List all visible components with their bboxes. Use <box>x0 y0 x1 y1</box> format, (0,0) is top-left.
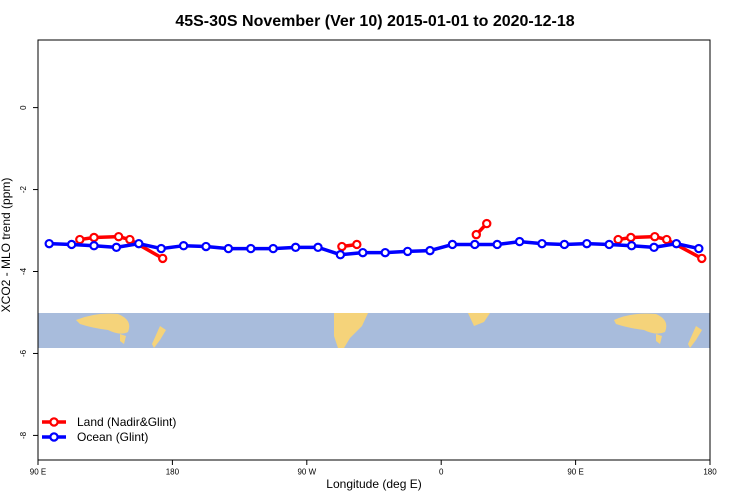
data-point <box>201 241 211 252</box>
data-point <box>335 250 346 260</box>
data-point <box>626 240 637 251</box>
data-point <box>337 241 347 252</box>
data-point <box>649 242 659 253</box>
x-tick-label: 180 <box>166 468 180 477</box>
land-shape <box>614 313 667 334</box>
data-point <box>582 238 592 249</box>
legend-marker <box>49 417 59 427</box>
x-tick-label: 90 E <box>567 468 583 477</box>
data-point <box>89 240 99 251</box>
legend-label: Land (Nadir&Glint) <box>77 415 176 429</box>
data-point <box>313 242 323 253</box>
data-point <box>134 238 144 249</box>
data-point <box>470 239 480 250</box>
ocean-background <box>38 313 710 348</box>
data-point <box>290 242 301 253</box>
land-shape <box>468 313 490 326</box>
data-point <box>178 240 189 251</box>
data-point <box>471 229 481 240</box>
data-point <box>694 243 704 254</box>
land-shape <box>688 326 702 348</box>
data-point <box>352 239 362 250</box>
data-point <box>537 238 547 249</box>
legend-label: Ocean (Glint) <box>77 430 148 444</box>
data-point <box>482 218 492 229</box>
land-shape <box>334 313 368 348</box>
data-point <box>358 247 368 258</box>
data-point <box>604 239 614 250</box>
y-tick-label: -6 <box>19 349 28 357</box>
data-point <box>75 234 85 245</box>
data-point <box>125 234 135 245</box>
y-tick-label: -2 <box>19 185 28 193</box>
x-tick-label: 90 E <box>30 468 46 477</box>
legend: Land (Nadir&Glint)Ocean (Glint) <box>42 415 176 444</box>
map-strip <box>38 313 710 348</box>
data-point <box>425 245 435 256</box>
y-axis-label: XCO2 - MLO trend (ppm) <box>0 178 13 313</box>
land-shape <box>76 313 130 334</box>
land-shape <box>656 334 662 344</box>
data-point <box>650 231 660 242</box>
chart-title: 45S-30S November (Ver 10) 2015-01-01 to … <box>175 13 574 30</box>
legend-marker <box>49 432 59 442</box>
data-point <box>613 234 623 245</box>
data-point <box>223 243 234 254</box>
data-point <box>661 234 672 245</box>
data-point <box>156 243 166 254</box>
data-point <box>66 239 77 250</box>
y-tick-label: 0 <box>19 105 28 110</box>
data-point <box>492 239 502 250</box>
y-tick-label: -8 <box>19 431 28 439</box>
x-tick-label: 0 <box>439 468 444 477</box>
data-point <box>626 232 636 243</box>
data-point <box>111 242 122 253</box>
data-point <box>447 239 458 250</box>
land-shape <box>152 326 166 348</box>
data-point <box>380 247 390 258</box>
data-point <box>246 243 256 254</box>
data-point <box>697 253 707 264</box>
data-point <box>559 239 570 250</box>
x-axis-label: Longitude (deg E) <box>326 477 421 491</box>
data-point <box>514 236 525 247</box>
plot-frame <box>37 39 711 461</box>
x-tick-label: 180 <box>703 468 717 477</box>
data-point <box>268 243 278 254</box>
data-point <box>671 238 682 249</box>
data-point <box>157 253 168 264</box>
x-tick-label: 90 W <box>297 468 316 477</box>
land-shape <box>120 334 126 344</box>
data-point <box>44 238 54 249</box>
data-point <box>402 246 413 257</box>
y-tick-label: -4 <box>19 267 28 275</box>
data-point <box>113 231 124 242</box>
data-point <box>89 232 99 243</box>
